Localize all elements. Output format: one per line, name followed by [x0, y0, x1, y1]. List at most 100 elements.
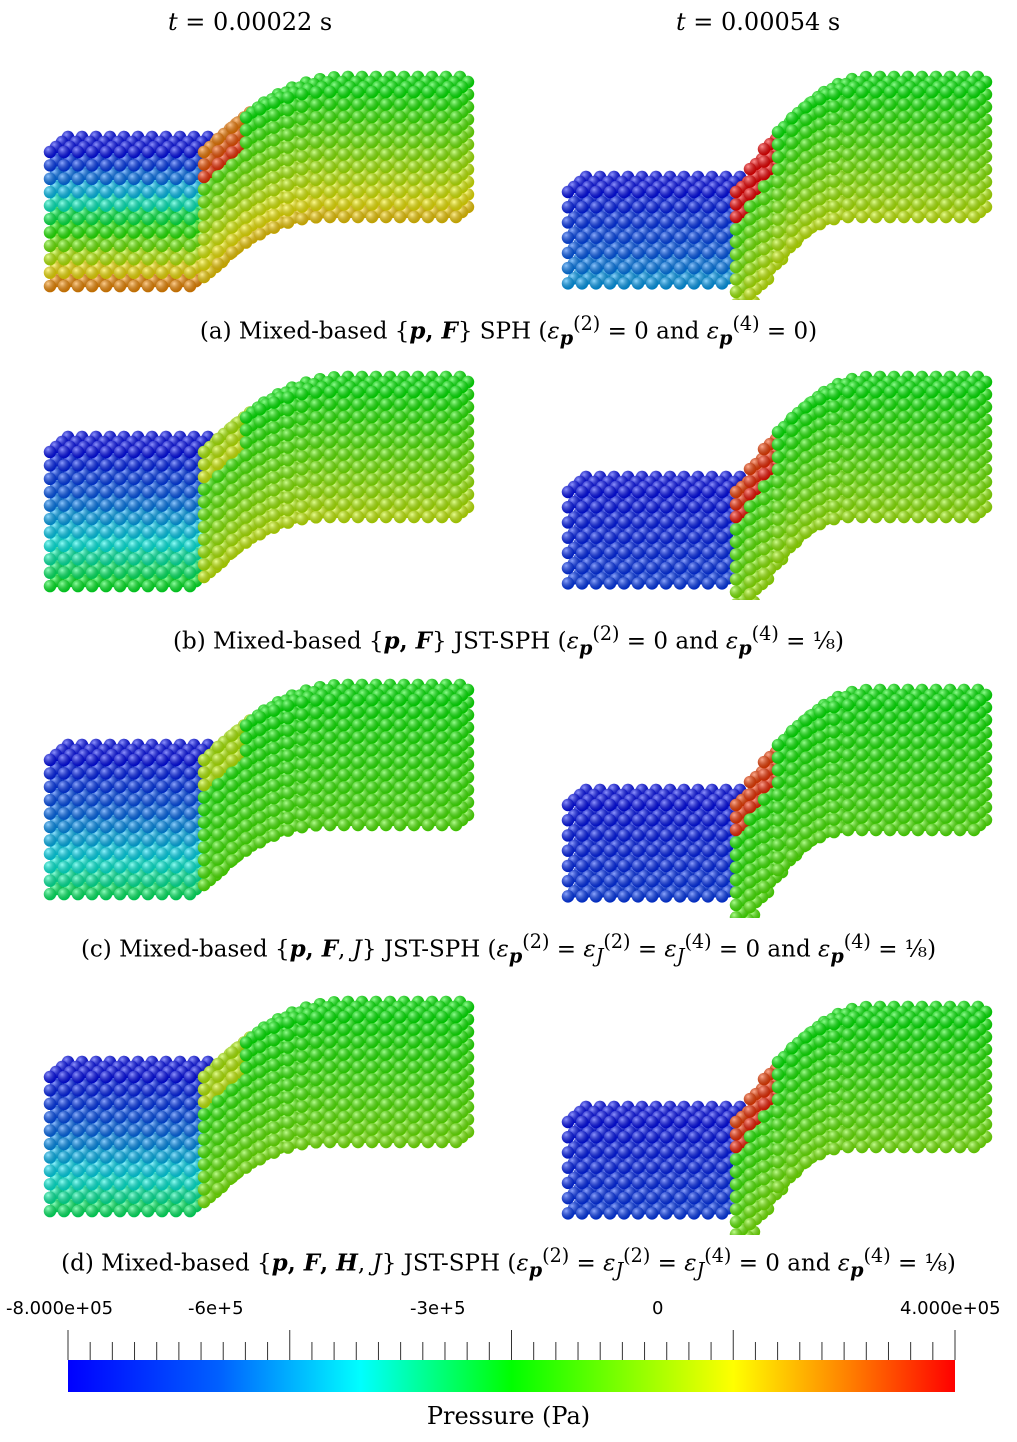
particle-shade [701, 246, 715, 260]
particle-shade [631, 277, 645, 290]
particle-shade [407, 148, 421, 161]
particle-shade [309, 111, 323, 124]
particle-shade [99, 212, 113, 226]
particle-shade [253, 178, 267, 191]
particle-shade [421, 160, 435, 174]
particle-shade [799, 113, 813, 126]
particle-shade [141, 212, 155, 226]
particle-shade [71, 266, 85, 279]
particle-shade [799, 175, 813, 189]
particle-shade [435, 173, 449, 186]
particle-shade [141, 226, 155, 239]
particle-shade [197, 220, 211, 234]
particle-shade [85, 145, 99, 159]
particle-shade [827, 112, 841, 126]
particle-shade [911, 198, 925, 211]
particle-shade [421, 210, 435, 224]
particle-shade [911, 110, 925, 124]
particle-shade [309, 173, 323, 187]
particle-shade [295, 175, 309, 188]
particle-shade [813, 192, 827, 206]
particle-shade [169, 266, 183, 279]
particle-shade [183, 239, 197, 253]
particle-shade [57, 279, 71, 293]
particle-shade [589, 216, 603, 229]
particle-shade [225, 233, 239, 247]
particle-shade [911, 135, 925, 149]
particle-shade [827, 200, 841, 213]
particle-shade [421, 148, 435, 161]
particle-shade [743, 187, 757, 201]
particle-shade [757, 217, 771, 231]
particle-shade [939, 85, 953, 99]
particle-shade [253, 153, 267, 166]
particle-shade [337, 173, 351, 186]
particle-shade [239, 186, 253, 199]
particle-shade [141, 279, 155, 293]
particle-shade [113, 186, 127, 199]
particle-shade [449, 135, 463, 149]
particle-shade [281, 116, 295, 129]
particle-shade [57, 226, 71, 239]
particle-shade [701, 185, 715, 199]
particle-shade [267, 133, 281, 147]
particle-shade [421, 98, 435, 111]
particle-shade [897, 98, 911, 111]
particle-shade [71, 159, 85, 172]
particle-shade [827, 187, 841, 201]
particle-shade [771, 125, 785, 139]
particle-shade [43, 266, 57, 279]
particle-shade [631, 231, 645, 244]
particle-shade [743, 225, 757, 238]
particle-shade [939, 135, 953, 149]
particle-shade [687, 277, 701, 290]
particle-shade [85, 212, 99, 226]
particle-shade [785, 186, 799, 200]
particle-shade [239, 223, 253, 237]
particle-shade [225, 196, 239, 209]
particle-shade [603, 246, 617, 260]
particle-shade [687, 201, 701, 214]
particle-shade [673, 201, 687, 214]
particle-shade [379, 123, 393, 136]
particle-shade [967, 148, 981, 161]
particle-shade [267, 171, 281, 184]
particle-shade [757, 242, 771, 256]
particle-shade [785, 224, 799, 237]
particle-shade [155, 239, 169, 253]
particle-shade [701, 277, 715, 290]
particle-shade [589, 261, 603, 275]
particle-shade [575, 246, 589, 260]
particle-shade [197, 233, 211, 246]
particle-shade [239, 198, 253, 212]
particle-shade [169, 253, 183, 266]
particle-shade [813, 105, 827, 118]
particle-shade [841, 160, 855, 174]
particle-shade [925, 160, 939, 174]
particle-shade [659, 201, 673, 214]
particle-shade [393, 160, 407, 174]
particle-shade [267, 108, 281, 122]
particle-shade [799, 188, 813, 201]
particle-shade [827, 125, 841, 138]
particle-shade [449, 123, 463, 136]
particle-shade [99, 279, 113, 293]
particle-shade [771, 175, 785, 189]
particle-shade [659, 261, 673, 275]
particle-shade [169, 159, 183, 172]
particle-shade [253, 103, 267, 116]
particle-shade [603, 231, 617, 244]
particle-shade [253, 165, 267, 178]
particle-shade [351, 85, 365, 99]
particle-shade [141, 172, 155, 186]
particle-shade [421, 135, 435, 149]
particle-shade [169, 172, 183, 186]
particle-shade [855, 85, 869, 99]
particle-shade [449, 98, 463, 111]
particle-shade [253, 203, 267, 216]
particle-shade [141, 159, 155, 172]
particle-shade [967, 185, 981, 199]
particle-shade [323, 210, 337, 224]
particle-shade [953, 148, 967, 161]
particle-shade [589, 185, 603, 199]
